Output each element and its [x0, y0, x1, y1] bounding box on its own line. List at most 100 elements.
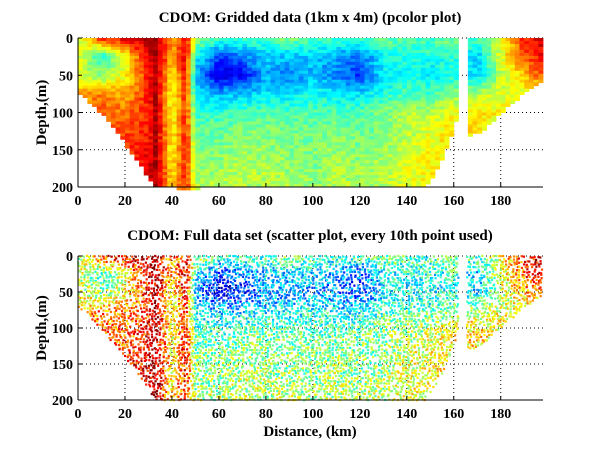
pcolor-cell — [322, 97, 328, 101]
pcolor-cell — [289, 61, 295, 66]
pcolor-cell — [284, 73, 290, 78]
pcolor-cell — [533, 67, 539, 72]
pcolor-cell — [350, 127, 356, 131]
pcolor-cell — [444, 145, 450, 149]
scatter-point — [139, 304, 142, 307]
pcolor-cell — [256, 55, 262, 60]
pcolor-cell — [411, 40, 417, 45]
pcolor-cell — [265, 154, 271, 158]
pcolor-cell — [265, 163, 271, 167]
scatter-point — [126, 302, 129, 306]
pcolor-cell — [209, 166, 215, 170]
pcolor-cell — [477, 64, 483, 69]
pcolor-cell — [148, 163, 154, 167]
pcolor-cell — [322, 151, 328, 155]
scatter-point — [127, 268, 130, 271]
pcolor-cell — [176, 145, 182, 149]
pcolor-cell — [289, 145, 295, 149]
pcolor-cell — [491, 103, 497, 107]
pcolor-cell — [143, 145, 149, 149]
pcolor-cell — [294, 106, 300, 110]
pcolor-cell — [378, 178, 384, 182]
pcolor-cell — [298, 148, 304, 152]
pcolor-cell — [92, 43, 98, 48]
pcolor-cell — [209, 154, 215, 158]
pcolor-cell — [528, 43, 535, 48]
pcolor-cell — [261, 100, 267, 104]
pcolor-cell — [331, 55, 337, 60]
pcolor-cell — [322, 103, 328, 107]
scatter-point — [144, 365, 148, 368]
pcolor-cell — [355, 154, 361, 158]
pcolor-cell — [345, 139, 351, 143]
pcolor-cell — [406, 169, 412, 173]
pcolor-cell — [341, 133, 347, 137]
pcolor-cell — [284, 163, 290, 167]
pcolor-cell — [322, 55, 328, 60]
pcolor-cell — [110, 52, 116, 57]
pcolor-cell — [397, 136, 403, 140]
pcolor-cell — [336, 157, 342, 161]
pcolor-cell — [402, 55, 408, 60]
pcolor-cell — [444, 139, 450, 143]
pcolor-cell — [204, 49, 210, 54]
scatter-point — [146, 266, 149, 269]
pcolor-cell — [359, 109, 365, 113]
pcolor-cell — [341, 91, 347, 96]
pcolor-cell — [341, 109, 347, 113]
pcolor-cell — [449, 70, 455, 75]
pcolor-cell — [406, 70, 412, 75]
pcolor-cell — [326, 76, 333, 81]
scatter-point — [91, 277, 94, 280]
pcolor-cell — [289, 38, 295, 42]
pcolor-cell — [444, 58, 450, 63]
pcolor-cell — [298, 181, 304, 185]
pcolor-cell — [237, 142, 243, 146]
pcolor-cell — [336, 49, 342, 54]
pcolor-cell — [449, 130, 455, 134]
pcolor-cell — [190, 94, 196, 98]
pcolor-cell — [82, 40, 88, 45]
pcolor-cell — [242, 43, 248, 48]
pcolor-cell — [359, 76, 365, 81]
scatter-point — [145, 377, 148, 380]
scatter-point — [105, 294, 108, 297]
pcolor-cell — [124, 142, 131, 146]
pcolor-cell — [373, 94, 380, 98]
pcolor-cell — [181, 166, 187, 170]
pcolor-cell — [472, 124, 478, 128]
pcolor-cell — [472, 112, 478, 116]
pcolor-cell — [496, 73, 502, 78]
pcolor-cell — [467, 73, 473, 78]
pcolor-cell — [143, 124, 149, 128]
pcolor-cell — [120, 94, 126, 98]
pcolor-cell — [397, 103, 403, 107]
pcolor-cell — [134, 136, 140, 140]
pcolor-cell — [186, 139, 192, 143]
pcolor-cell — [496, 97, 502, 101]
scatter-point — [153, 320, 156, 324]
pcolor-cell — [167, 130, 173, 134]
pcolor-cell — [176, 187, 182, 191]
pcolor-cell — [115, 94, 121, 98]
pcolor-cell — [430, 79, 436, 84]
pcolor-cell — [467, 52, 473, 57]
pcolor-cell — [218, 38, 225, 42]
scatter-point — [99, 292, 102, 295]
scatter-point — [139, 351, 142, 354]
pcolor-cell — [331, 178, 337, 182]
pcolor-cell — [317, 163, 323, 167]
pcolor-cell — [129, 109, 135, 113]
pcolor-cell — [350, 136, 356, 140]
pcolor-cell — [181, 109, 187, 113]
pcolor-cell — [538, 61, 544, 66]
pcolor-cell — [275, 97, 281, 101]
pcolor-cell — [298, 85, 304, 90]
pcolor-cell — [247, 163, 253, 167]
pcolor-cell — [275, 64, 281, 69]
pcolor-cell — [279, 145, 286, 149]
pcolor-cell — [204, 157, 210, 161]
pcolor-cell — [214, 73, 220, 78]
scatter-point — [112, 302, 115, 305]
pcolor-cell — [359, 61, 365, 66]
